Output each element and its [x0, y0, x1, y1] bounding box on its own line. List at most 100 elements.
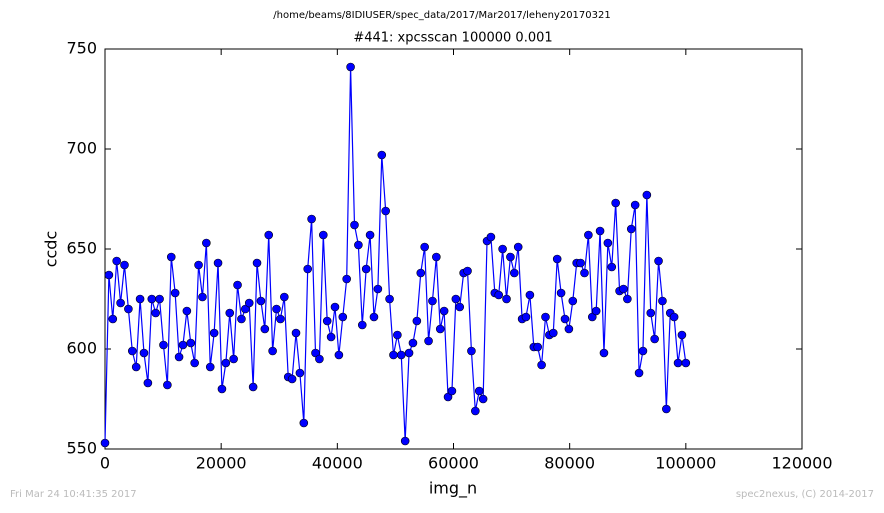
- data-point: [139, 348, 149, 358]
- data-point: [131, 362, 141, 372]
- data-point: [241, 304, 250, 314]
- data-point: [272, 304, 281, 314]
- y-tick-label: 600: [66, 339, 97, 358]
- data-point: [100, 438, 110, 448]
- data-point: [350, 220, 359, 230]
- data-point: [194, 260, 203, 270]
- data-point: [650, 334, 659, 344]
- data-point: [435, 324, 445, 334]
- data-point: [280, 292, 289, 302]
- data-point: [467, 346, 476, 356]
- data-point: [463, 266, 472, 276]
- x-tick-label: 20000: [196, 454, 247, 473]
- data-point: [408, 338, 418, 348]
- data-point: [630, 200, 640, 210]
- data-point: [638, 346, 648, 356]
- data-point: [182, 306, 192, 316]
- data-point: [389, 350, 398, 360]
- data-point: [432, 252, 441, 262]
- data-point: [166, 252, 176, 262]
- data-point: [135, 294, 145, 304]
- data-point: [159, 340, 168, 350]
- data-point: [369, 312, 379, 322]
- data-point: [233, 280, 242, 290]
- data-point: [552, 254, 562, 264]
- data-point: [217, 384, 227, 394]
- data-point: [591, 306, 601, 316]
- data-point: [525, 290, 535, 300]
- data-point: [404, 348, 414, 358]
- x-tick-label: 100000: [655, 454, 716, 473]
- suptitle: /home/beams/8IDIUSER/spec_data/2017/Mar2…: [273, 10, 610, 21]
- data-point: [307, 214, 316, 224]
- data-point: [416, 268, 426, 278]
- y-tick-label: 650: [66, 239, 97, 258]
- data-point: [124, 304, 133, 314]
- data-point: [346, 62, 355, 72]
- data-point: [276, 314, 285, 324]
- data-point: [412, 316, 422, 326]
- data-point: [662, 404, 671, 414]
- data-point: [564, 324, 574, 334]
- data-point: [513, 242, 523, 252]
- data-point: [451, 294, 461, 304]
- data-point: [299, 418, 309, 428]
- data-point: [658, 296, 667, 306]
- data-point: [471, 406, 480, 416]
- data-point: [428, 296, 437, 306]
- data-point: [584, 230, 593, 240]
- data-point: [603, 238, 613, 248]
- data-point: [116, 298, 125, 308]
- data-point: [268, 346, 277, 356]
- data-point: [190, 358, 199, 368]
- data-point: [646, 308, 656, 318]
- data-point: [556, 288, 566, 298]
- data-point: [311, 348, 320, 358]
- data-point: [623, 294, 632, 304]
- data-point: [163, 380, 172, 390]
- data-point: [443, 392, 453, 402]
- data-point: [295, 368, 305, 378]
- data-point: [393, 330, 402, 340]
- data-point: [494, 290, 504, 300]
- data-point: [198, 292, 207, 302]
- data-point: [681, 358, 691, 368]
- data-point: [381, 206, 390, 216]
- data-point: [541, 312, 550, 322]
- data-point: [447, 386, 457, 396]
- data-point: [474, 386, 484, 396]
- data-point: [420, 242, 429, 252]
- x-tick-label: 60000: [428, 454, 479, 473]
- data-point: [225, 308, 235, 318]
- data-point: [607, 262, 617, 272]
- y-axis-label: ccdc: [42, 231, 61, 268]
- data-point: [502, 294, 511, 304]
- data-point: [506, 252, 515, 262]
- data-point: [619, 284, 628, 294]
- data-point: [365, 230, 375, 240]
- data-point: [357, 320, 367, 330]
- data-point: [151, 308, 160, 318]
- y-tick-label: 700: [66, 139, 97, 158]
- data-point: [455, 302, 465, 312]
- x-axis-label: img_n: [429, 479, 477, 499]
- data-point: [264, 230, 274, 240]
- data-point: [127, 346, 137, 356]
- data-point: [209, 328, 219, 338]
- data-point: [548, 328, 558, 338]
- data-point: [576, 258, 585, 268]
- data-point: [326, 332, 336, 342]
- data-point: [642, 190, 652, 200]
- data-point: [396, 350, 406, 360]
- data-line: [104, 66, 687, 444]
- data-point: [521, 312, 531, 322]
- data-point: [155, 294, 164, 304]
- data-point: [174, 352, 184, 362]
- data-point: [439, 306, 449, 316]
- data-point: [478, 394, 488, 404]
- data-point: [587, 312, 597, 322]
- data-point: [221, 358, 231, 368]
- data-point: [319, 230, 328, 240]
- data-point: [568, 296, 578, 306]
